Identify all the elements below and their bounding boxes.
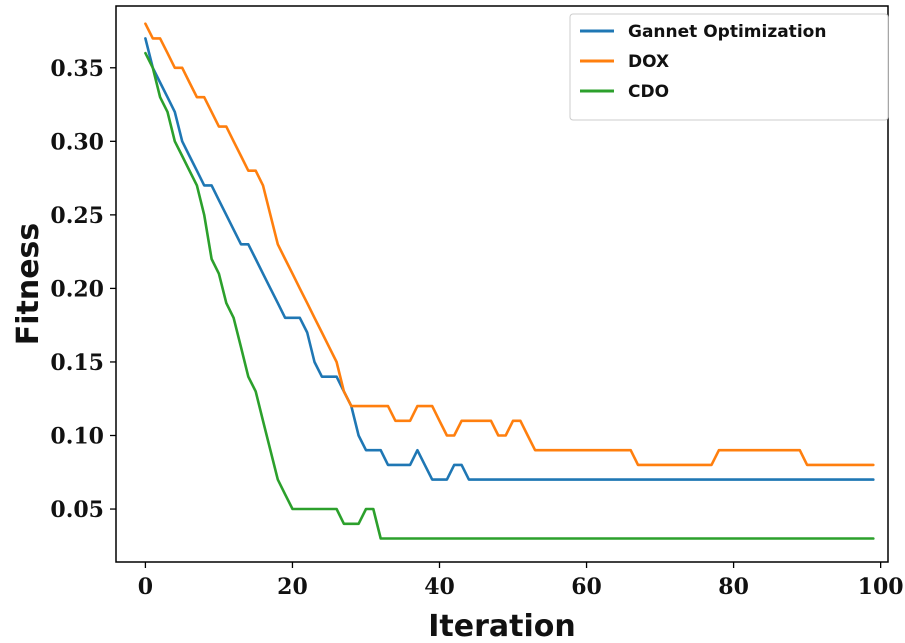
x-axis-title: Iteration	[428, 609, 575, 643]
series-line-dox	[144, 22, 875, 467]
legend-box	[569, 13, 889, 121]
legend: Gannet Optimization DOX CDO	[569, 13, 889, 121]
x-tick-label: 60	[571, 574, 602, 600]
y-tick-label: 0.05	[50, 497, 104, 523]
y-tick-label: 0.35	[50, 56, 104, 82]
y-tick-label: 0.10	[50, 424, 104, 450]
x-tick-label: 20	[277, 574, 308, 600]
legend-label: Gannet Optimization	[628, 22, 826, 42]
y-axis-title: Fitness	[11, 223, 46, 346]
plot-area-frame	[115, 5, 889, 563]
series-line-gannet-optimization	[144, 37, 875, 481]
y-tick-label: 0.25	[50, 203, 104, 229]
legend-label: DOX	[628, 52, 669, 72]
x-tick-label: 40	[424, 574, 455, 600]
x-axis: 0 20 40 60 80 100	[138, 562, 904, 600]
y-tick-label: 0.30	[50, 129, 104, 155]
x-tick-label: 80	[718, 574, 749, 600]
y-tick-label: 0.20	[50, 276, 104, 302]
y-axis: 0.05 0.10 0.15 0.20 0.25 0.30 0.35	[50, 56, 116, 523]
y-tick-label: 0.15	[50, 350, 104, 376]
x-tick-label: 100	[858, 574, 904, 600]
series-line-cdo	[144, 51, 875, 540]
series-layer	[144, 22, 875, 540]
x-tick-label: 0	[138, 574, 153, 600]
legend-label: CDO	[628, 82, 669, 102]
